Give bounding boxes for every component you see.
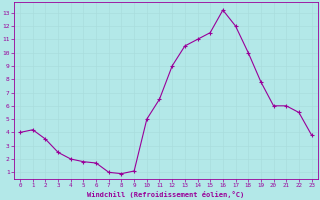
X-axis label: Windchill (Refroidissement éolien,°C): Windchill (Refroidissement éolien,°C) [87, 191, 244, 198]
